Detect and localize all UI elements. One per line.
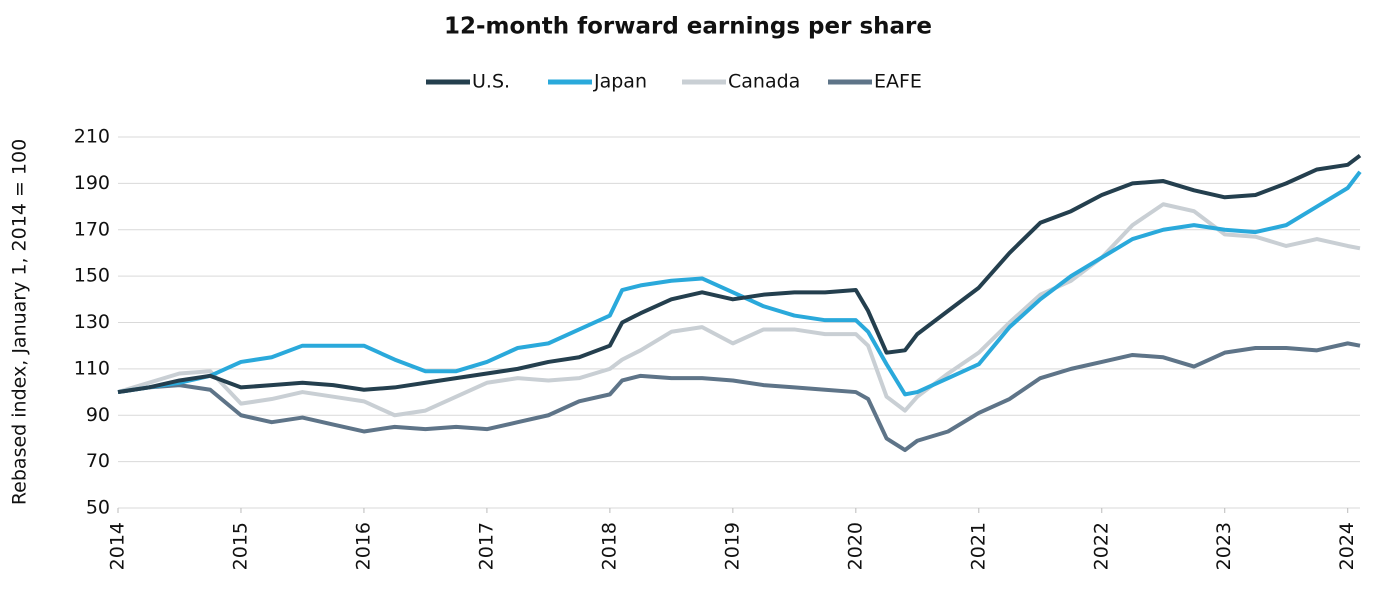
y-tick-label: 210 bbox=[74, 126, 110, 148]
x-tick-label: 2017 bbox=[475, 522, 497, 570]
x-tick-label: 2020 bbox=[844, 522, 866, 570]
x-tick-label: 2024 bbox=[1336, 522, 1358, 570]
x-tick-label: 2023 bbox=[1213, 522, 1235, 570]
x-tick-label: 2014 bbox=[107, 522, 129, 570]
x-tick-label: 2015 bbox=[229, 522, 251, 570]
legend-label: Japan bbox=[593, 71, 647, 93]
y-tick-label: 70 bbox=[86, 450, 110, 472]
x-tick-label: 2019 bbox=[721, 522, 743, 570]
x-tick-label: 2021 bbox=[967, 522, 989, 570]
legend-label: U.S. bbox=[472, 71, 510, 93]
x-tick-label: 2016 bbox=[352, 522, 374, 570]
chart-title: 12-month forward earnings per share bbox=[444, 14, 932, 40]
y-tick-label: 170 bbox=[74, 218, 110, 240]
legend-label: Canada bbox=[728, 71, 800, 93]
series-line bbox=[117, 153, 1362, 395]
legend-label: EAFE bbox=[874, 71, 922, 93]
y-tick-label: 190 bbox=[74, 172, 110, 194]
series-line bbox=[117, 202, 1361, 418]
y-tick-label: 110 bbox=[74, 357, 110, 379]
x-tick-label: 2018 bbox=[598, 522, 620, 570]
y-tick-label: 50 bbox=[86, 497, 110, 519]
y-tick-label: 90 bbox=[86, 404, 110, 426]
y-axis-label: Rebased index, January 1, 2014 = 100 bbox=[9, 139, 31, 505]
series-line bbox=[117, 341, 1361, 453]
x-tick-label: 2022 bbox=[1090, 522, 1112, 570]
series-line bbox=[117, 170, 1362, 397]
y-tick-label: 130 bbox=[74, 311, 110, 333]
y-tick-label: 150 bbox=[74, 265, 110, 287]
